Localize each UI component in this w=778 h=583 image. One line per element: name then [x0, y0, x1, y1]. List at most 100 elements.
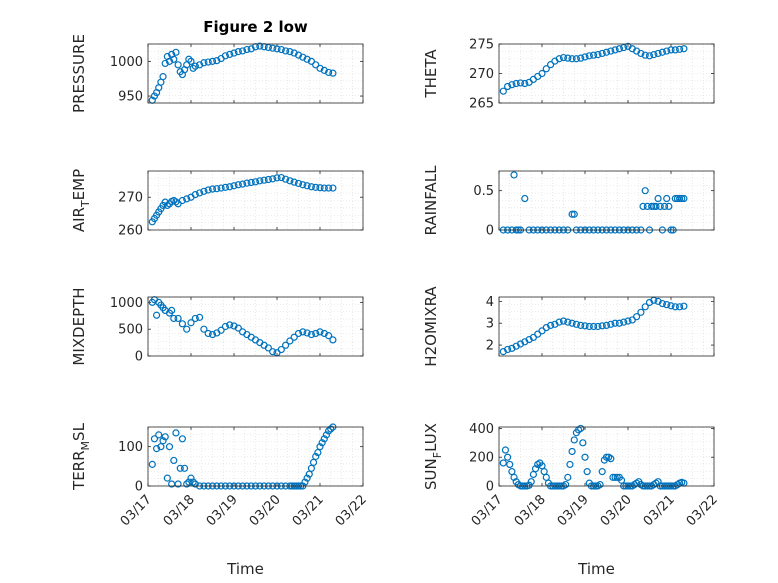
y-axis-label-sub: F — [431, 452, 444, 458]
data-point — [678, 194, 686, 203]
data-point — [499, 87, 507, 95]
data-point — [559, 317, 568, 325]
data-point — [663, 47, 671, 55]
data-point — [208, 57, 217, 65]
data-point — [307, 464, 315, 472]
y-axis-label-rest: SL — [70, 422, 88, 441]
data-point — [650, 51, 658, 59]
y-axis-label-sub: T — [79, 200, 92, 208]
data-point — [185, 55, 193, 63]
data-point — [172, 198, 180, 206]
y-tick-label: 950 — [118, 90, 143, 105]
data-point — [170, 456, 178, 465]
data-point — [572, 55, 581, 63]
data-point — [577, 424, 585, 433]
data-point — [290, 178, 298, 186]
data-point — [260, 176, 268, 184]
data-point — [239, 47, 247, 55]
data-point — [161, 59, 169, 68]
data-point — [312, 452, 320, 461]
data-point — [178, 320, 186, 328]
data-point — [307, 330, 315, 339]
data-point — [652, 202, 660, 210]
data-point — [512, 79, 520, 88]
data-point — [577, 54, 585, 62]
y-axis-label-main: THETA — [422, 49, 440, 99]
data-point — [620, 318, 628, 326]
data-point — [325, 332, 333, 340]
data-point — [641, 187, 649, 195]
data-point — [671, 303, 679, 311]
data-point — [660, 202, 669, 210]
data-point — [294, 329, 303, 338]
data-point — [153, 311, 161, 319]
data-point — [230, 182, 238, 190]
data-point — [611, 46, 619, 54]
data-point — [648, 202, 656, 210]
data-point — [680, 194, 688, 203]
x-tick-label: 03/18 — [512, 492, 549, 529]
data-point — [639, 202, 647, 210]
y-axis-label-main: AIR — [70, 207, 88, 232]
data-point — [667, 46, 675, 54]
data-point — [264, 175, 272, 184]
data-point — [178, 196, 186, 205]
axes-box — [147, 170, 364, 231]
data-point — [247, 178, 255, 187]
data-point — [521, 194, 529, 203]
data-point — [159, 437, 167, 445]
data-point — [174, 314, 182, 323]
y-tick-label: 0 — [135, 480, 143, 495]
data-point — [645, 52, 654, 60]
data-point — [596, 480, 604, 489]
y-tick-label: 260 — [118, 224, 143, 239]
data-point — [607, 320, 615, 328]
data-point — [183, 195, 191, 203]
data-point — [282, 47, 290, 55]
x-tick-label: 03/19 — [555, 492, 592, 529]
data-point — [277, 345, 285, 354]
data-point — [183, 325, 191, 333]
data-point — [221, 322, 229, 331]
data-point — [325, 68, 333, 77]
data-point — [581, 453, 589, 461]
data-point — [637, 49, 645, 58]
y-axis-label: MIXDEPTH — [70, 287, 88, 365]
y-axis-label: H2OMIXRA — [422, 286, 440, 367]
y-axis-label-rest: EMP — [70, 169, 88, 200]
y-tick-label: 265 — [469, 97, 494, 112]
data-point — [579, 439, 587, 447]
data-point — [611, 319, 619, 327]
data-point — [504, 345, 512, 354]
data-point — [217, 326, 225, 334]
y-axis-label: RAINFALL — [422, 165, 440, 236]
x-tick-label: 03/20 — [247, 492, 284, 529]
data-point — [299, 328, 307, 336]
data-point — [282, 175, 290, 183]
axes-box — [498, 170, 715, 231]
y-tick-label: 0 — [135, 350, 143, 365]
x-tick-label: 03/17 — [118, 492, 155, 529]
data-point — [185, 478, 193, 486]
data-point — [299, 53, 307, 61]
data-point — [251, 178, 260, 186]
axes-box — [147, 43, 364, 104]
y-axis-label: AIRTEMP — [70, 169, 92, 232]
data-point — [170, 55, 178, 63]
data-point — [516, 79, 525, 87]
data-point — [168, 306, 176, 315]
data-point — [312, 183, 320, 191]
y-axis-label-main: MIXDEPTH — [70, 287, 88, 365]
data-point — [286, 177, 294, 185]
data-point — [196, 61, 204, 69]
data-point — [176, 464, 184, 472]
y-tick-label: 4 — [486, 295, 494, 310]
data-point — [570, 210, 578, 218]
data-point — [499, 459, 507, 467]
y-tick-label: 0.5 — [473, 184, 494, 199]
data-point — [172, 429, 180, 437]
data-point — [589, 51, 598, 59]
data-point — [564, 54, 572, 62]
data-point — [204, 186, 212, 194]
data-point — [320, 435, 328, 443]
